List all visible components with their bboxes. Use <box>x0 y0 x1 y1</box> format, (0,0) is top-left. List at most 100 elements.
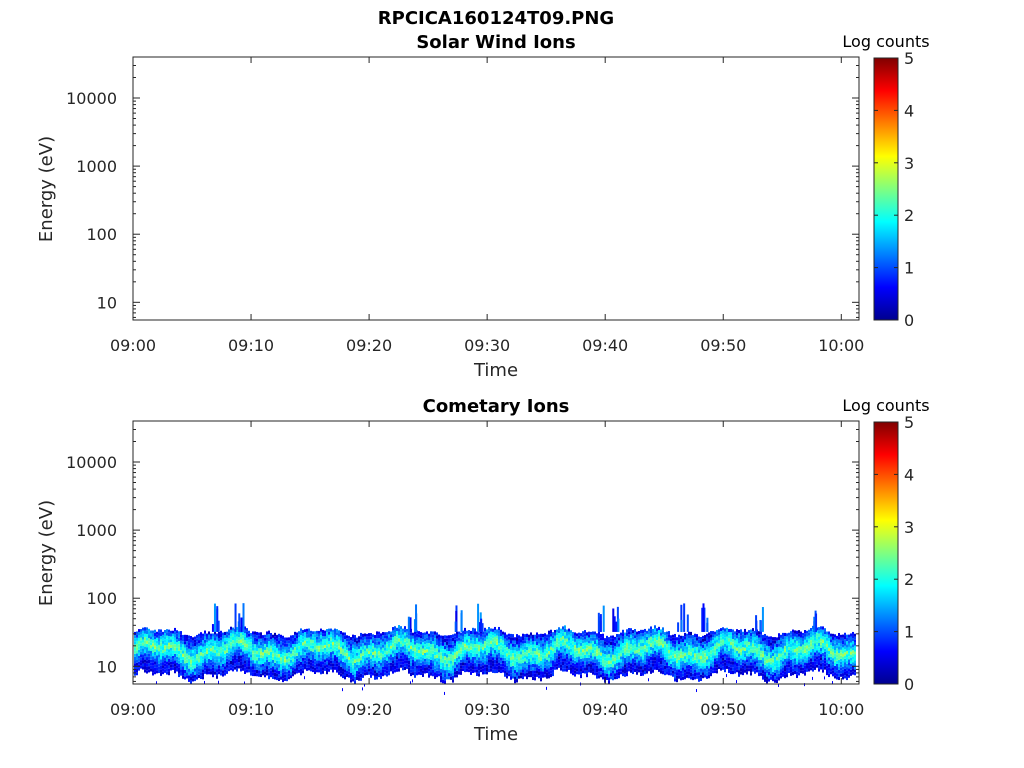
heatmap-cell <box>602 659 604 664</box>
heatmap-cell <box>352 654 354 659</box>
heatmap-cell <box>338 668 340 672</box>
heatmap-cell <box>134 660 136 664</box>
heatmap-cell <box>626 666 628 670</box>
heatmap-cell <box>250 672 252 676</box>
heatmap-cell <box>170 661 172 665</box>
heatmap-cell <box>634 659 636 663</box>
heatmap-cell <box>424 638 426 642</box>
heatmap-cell <box>360 663 362 668</box>
heatmap-cell <box>600 661 602 665</box>
heatmap-cell <box>436 657 438 662</box>
heatmap-cell <box>256 647 258 651</box>
heatmap-cell <box>410 662 412 666</box>
heatmap-cell <box>676 659 678 663</box>
heatmap-cell <box>386 657 388 661</box>
heatmap-cell <box>380 652 382 657</box>
heatmap-cell <box>262 652 264 656</box>
heatmap-cell <box>696 659 698 663</box>
heatmap-cell <box>814 655 816 659</box>
heatmap-cell <box>608 650 610 654</box>
heatmap-cell <box>602 656 604 660</box>
heatmap-cell <box>466 657 468 661</box>
heatmap-cell <box>808 644 810 648</box>
heatmap-cell <box>492 638 494 642</box>
heatmap-cell <box>814 637 816 641</box>
heatmap-cell <box>466 660 468 664</box>
heatmap-cell <box>170 633 172 637</box>
heatmap-cell <box>674 654 676 658</box>
heatmap-cell <box>460 644 462 648</box>
heatmap-cell <box>312 645 314 649</box>
heatmap-cell <box>634 641 636 645</box>
heatmap-cell <box>632 661 634 665</box>
heatmap-cell <box>394 649 396 653</box>
heatmap-cell <box>652 635 654 639</box>
heatmap-cell <box>788 664 790 668</box>
heatmap-cell <box>578 656 580 660</box>
heatmap-cell <box>184 634 186 638</box>
heatmap-cell <box>268 630 270 635</box>
heatmap-cell <box>304 634 306 638</box>
heatmap-cell <box>190 642 192 647</box>
heatmap-cell <box>390 631 392 635</box>
heatmap-cell <box>780 675 782 679</box>
heatmap-cell <box>180 634 182 638</box>
heatmap-cell <box>774 640 776 644</box>
heatmap-cell <box>550 636 552 640</box>
heatmap-cell <box>228 647 230 651</box>
heatmap-cell <box>696 634 698 638</box>
heatmap-cell <box>722 666 724 670</box>
heatmap-cell <box>550 629 552 634</box>
heatmap-cell <box>800 655 802 659</box>
heatmap-cell <box>378 657 380 661</box>
heatmap-cell <box>778 663 780 667</box>
heatmap-cell <box>426 661 428 665</box>
heatmap-cell <box>820 635 822 639</box>
heatmap-cell <box>142 630 144 634</box>
heatmap-cell <box>288 658 290 662</box>
heatmap-cell <box>216 672 218 676</box>
heatmap-cell <box>780 641 782 645</box>
heatmap-cell <box>662 644 664 648</box>
heatmap-cell <box>290 653 292 657</box>
heatmap-cell <box>528 655 530 659</box>
heatmap-cell <box>266 656 268 660</box>
heatmap-cell <box>326 658 328 662</box>
heatmap-cell <box>304 657 306 661</box>
heatmap-cell <box>660 651 662 655</box>
heatmap-cell <box>232 643 234 647</box>
heatmap-cell <box>692 657 694 661</box>
heatmap-cell <box>342 661 344 666</box>
heatmap-cell <box>152 646 154 650</box>
heatmap-cell <box>166 651 168 656</box>
heatmap-cell <box>310 651 312 654</box>
heatmap-cell <box>708 645 710 649</box>
heatmap-cell <box>258 654 260 658</box>
heatmap-cell <box>228 656 230 660</box>
heatmap-cell <box>634 638 636 642</box>
heatmap-cell <box>666 662 668 666</box>
heatmap-cell <box>160 629 162 633</box>
heatmap-cell <box>548 644 550 648</box>
heatmap-cell <box>334 660 336 664</box>
heatmap-cell <box>510 633 512 638</box>
heatmap-cell <box>548 671 550 675</box>
heatmap-cell <box>806 630 808 634</box>
heatmap-cell <box>140 660 142 663</box>
heatmap-cell <box>298 637 300 641</box>
heatmap-cell <box>516 640 518 645</box>
heatmap-cell <box>792 668 794 672</box>
heatmap-cell <box>774 672 776 677</box>
heatmap-cell <box>706 656 708 660</box>
heatmap-cell <box>412 679 413 683</box>
heatmap-cell <box>512 659 514 663</box>
heatmap-cell <box>164 669 166 673</box>
heatmap-cell <box>580 642 582 646</box>
heatmap-cell <box>252 640 254 645</box>
heatmap-cell <box>560 637 562 641</box>
heatmap-cell <box>362 643 364 647</box>
heatmap-cell <box>558 641 560 645</box>
heatmap-cell <box>742 668 744 673</box>
heatmap-cell <box>646 643 648 647</box>
heatmap-cell <box>300 658 302 662</box>
